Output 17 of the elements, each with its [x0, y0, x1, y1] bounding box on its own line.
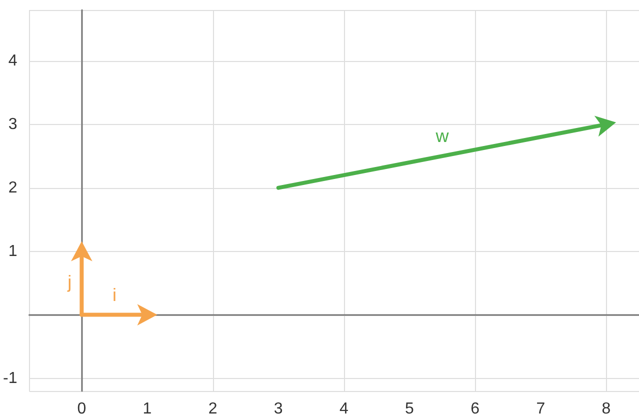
x-tick-label: 8	[602, 400, 611, 417]
y-tick-label: 4	[8, 52, 18, 70]
x-tick-label: 7	[536, 400, 546, 417]
y-tick-label: -1	[2, 370, 18, 387]
series-label: j	[66, 272, 72, 292]
series-label: w	[434, 126, 450, 146]
x-tick-label: 5	[405, 400, 414, 417]
x-tick-label: 6	[470, 400, 480, 417]
y-tick-label: 1	[8, 242, 18, 260]
x-tick-label: 2	[208, 400, 218, 417]
x-tick-label: 0	[77, 400, 86, 417]
y-tick-label: 2	[8, 179, 18, 196]
series-label: i	[112, 284, 116, 305]
x-tick-label: 4	[339, 400, 348, 417]
y-tick-label: 3	[8, 116, 18, 133]
x-tick-label: 1	[142, 400, 152, 417]
x-tick-label: 3	[274, 400, 283, 417]
